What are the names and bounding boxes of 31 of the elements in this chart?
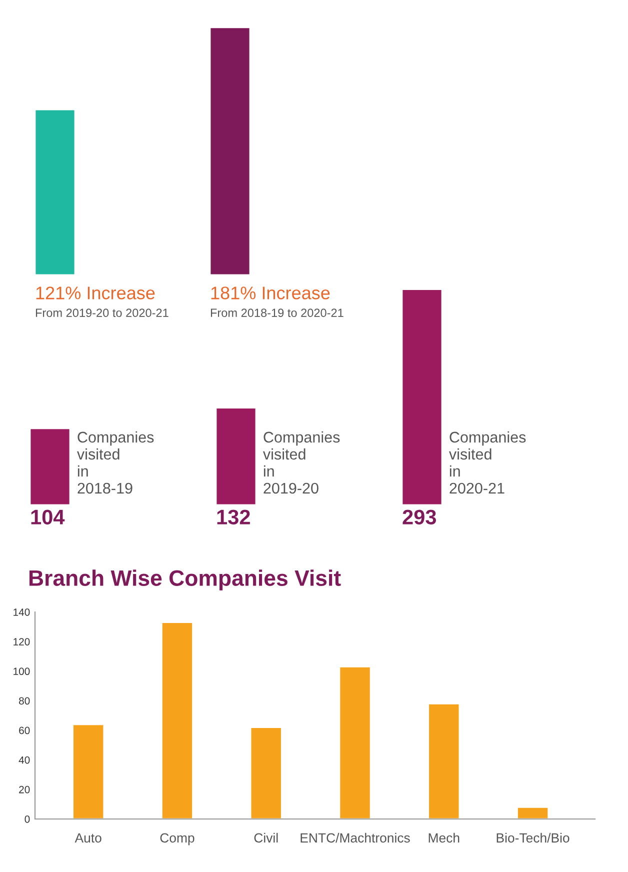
y-tick-label: 120 [14, 638, 30, 646]
bar [160, 622, 194, 819]
bar [428, 702, 460, 819]
y-tick-label: 40 [18, 756, 30, 764]
x-tick-label: From 2018-19 to 2020-21 [210, 308, 344, 318]
y-tick-label: 140 [14, 608, 30, 616]
x-tick-label: Comp [160, 833, 194, 846]
x-tick-label: Mech [428, 832, 460, 843]
chart-title: Branch Wise Companies Visit [29, 570, 341, 590]
x-tick-label: Auto [74, 833, 102, 843]
y-tick-label: 80 [19, 697, 30, 705]
bar [250, 726, 282, 819]
bar [338, 666, 372, 819]
y-tick-label: 20 [19, 786, 30, 794]
x-tick-label: Civil [254, 832, 278, 843]
data-label: 132 [217, 510, 250, 524]
y-tick-label: 60 [19, 726, 30, 734]
data-label: 121% Increase [36, 286, 155, 300]
data-label: 181% Increase [211, 286, 330, 300]
x-tick-label: Bio-Tech/Bio [496, 832, 570, 843]
y-tick-label: 0 [24, 816, 30, 823]
x-tick-label: From 2019-20 to 2020-21 [36, 308, 168, 318]
x-tick-label: Companies visited in 2019-20 [262, 431, 340, 494]
x-tick-label: Companies visited in 2018-19 [76, 431, 154, 494]
x-tick-label: Companies visited in 2020-21 [448, 431, 526, 494]
bar [72, 724, 105, 819]
data-label: 104 [31, 510, 65, 524]
data-label: 293 [402, 510, 436, 524]
x-tick-label: ENTC/Machtronics [300, 832, 410, 843]
bar [516, 806, 550, 819]
y-tick-label: 100 [14, 668, 30, 676]
